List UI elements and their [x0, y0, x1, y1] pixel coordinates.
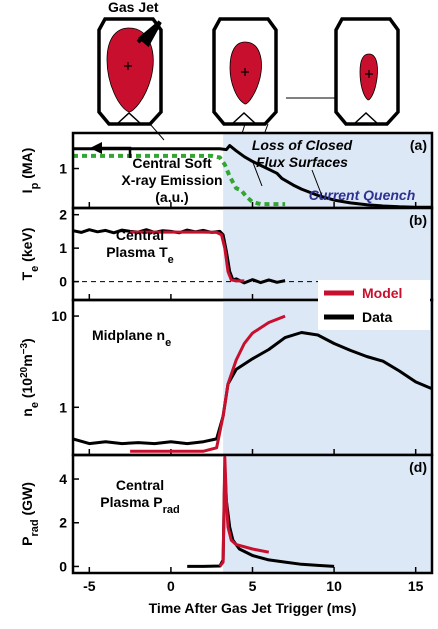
shaded-region — [223, 455, 432, 573]
text-part: rad — [29, 519, 41, 536]
legend-label: Model — [362, 285, 402, 301]
gas-jet-label: Gas Jet — [108, 0, 159, 15]
y-tick-label: 4 — [59, 471, 67, 487]
x-tick-label: -5 — [83, 578, 96, 594]
cross-section-1 — [97, 17, 163, 126]
x-axis-label: Time After Gas Jet Trigger (ms) — [149, 600, 357, 616]
gas-jet-arrow — [136, 20, 162, 48]
annotation: Central — [116, 227, 164, 243]
annotation: Current Quench — [309, 187, 416, 203]
annotation: Central Soft — [132, 155, 212, 171]
annotation: Central — [116, 477, 164, 493]
text-part: e — [165, 337, 171, 349]
y-tick-label: 1 — [59, 399, 67, 415]
annotation-pointer — [251, 159, 323, 197]
text-part: (keV) — [19, 228, 35, 266]
panel-label: (d) — [409, 459, 427, 475]
text-part: P — [19, 537, 35, 546]
annotation: Flux Surfaces — [256, 154, 348, 170]
y-axis-label: Ip (MA) — [19, 148, 41, 194]
ip-arrow — [96, 146, 132, 158]
annotation: Plasma Te — [106, 244, 174, 266]
series-line — [218, 455, 270, 568]
text-part: Current Quench — [309, 187, 416, 203]
text-part: Central — [116, 227, 164, 243]
text-part: 20 — [19, 366, 30, 378]
y-tick-label: 1 — [59, 161, 67, 177]
annotation: Plasma Prad — [100, 494, 179, 516]
text-part: −3 — [19, 343, 30, 355]
text-part: Flux Surfaces — [256, 154, 348, 170]
x-tick-label: 0 — [167, 578, 175, 594]
text-part: ) — [19, 338, 35, 343]
annotation: Midplane ne — [92, 327, 171, 349]
y-tick-label: 1 — [59, 240, 67, 256]
annotation: Loss of Closed — [252, 137, 353, 153]
series-line — [130, 314, 286, 453]
series-line — [130, 230, 245, 283]
text-part: e — [168, 254, 174, 266]
text-part: (MA) — [19, 148, 35, 183]
y-axis-label: Te (keV) — [19, 228, 41, 281]
text-part: (GW) — [19, 482, 35, 519]
y-tick-label: 2 — [59, 515, 67, 531]
text-part: m — [19, 354, 35, 366]
y-tick-label: 0 — [59, 274, 67, 290]
text-part: Central Soft — [132, 155, 212, 171]
plot-frame — [71, 453, 434, 575]
text-part: Central — [116, 477, 164, 493]
legend-label: Data — [362, 309, 393, 325]
ip-arrowhead — [90, 142, 102, 154]
text-part: e — [29, 266, 41, 272]
cross-section-2 — [212, 17, 278, 126]
annotation: (a.u.) — [155, 189, 188, 205]
text-part: (a.u.) — [155, 189, 188, 205]
y-axis-label: Prad (GW) — [19, 482, 41, 546]
shaded-region — [223, 133, 432, 208]
x-tick-label: 15 — [408, 578, 424, 594]
annotation: X-ray Emission — [121, 172, 222, 188]
text-part: X-ray Emission — [121, 172, 222, 188]
x-tick-label: 5 — [249, 578, 257, 594]
text-part: Loss of Closed — [252, 137, 353, 153]
series-line — [72, 331, 433, 446]
text-part: Plasma T — [106, 244, 168, 260]
text-part: (10 — [19, 378, 35, 402]
text-part: T — [19, 271, 35, 280]
y-tick-label: 10 — [51, 308, 67, 324]
y-axis-label: ne (1020m−3) — [19, 338, 42, 416]
series-line — [73, 153, 286, 207]
series-line — [73, 144, 432, 209]
text-part: rad — [163, 504, 180, 516]
legend-box — [318, 280, 430, 330]
y-tick-label: 2 — [59, 207, 67, 223]
legend: Model Data — [318, 280, 430, 330]
x-tick-label: 10 — [326, 578, 342, 594]
text-part: p — [29, 182, 41, 189]
cross-section-3 — [334, 17, 400, 126]
text-part: e — [29, 402, 41, 408]
text-part: n — [19, 408, 35, 417]
text-part: Plasma P — [100, 494, 162, 510]
text-part: I — [19, 189, 35, 193]
panel-label: (b) — [409, 212, 427, 228]
panel-label: (a) — [410, 137, 427, 153]
y-tick-label: 0 — [59, 558, 67, 574]
text-part: Midplane n — [92, 327, 165, 343]
